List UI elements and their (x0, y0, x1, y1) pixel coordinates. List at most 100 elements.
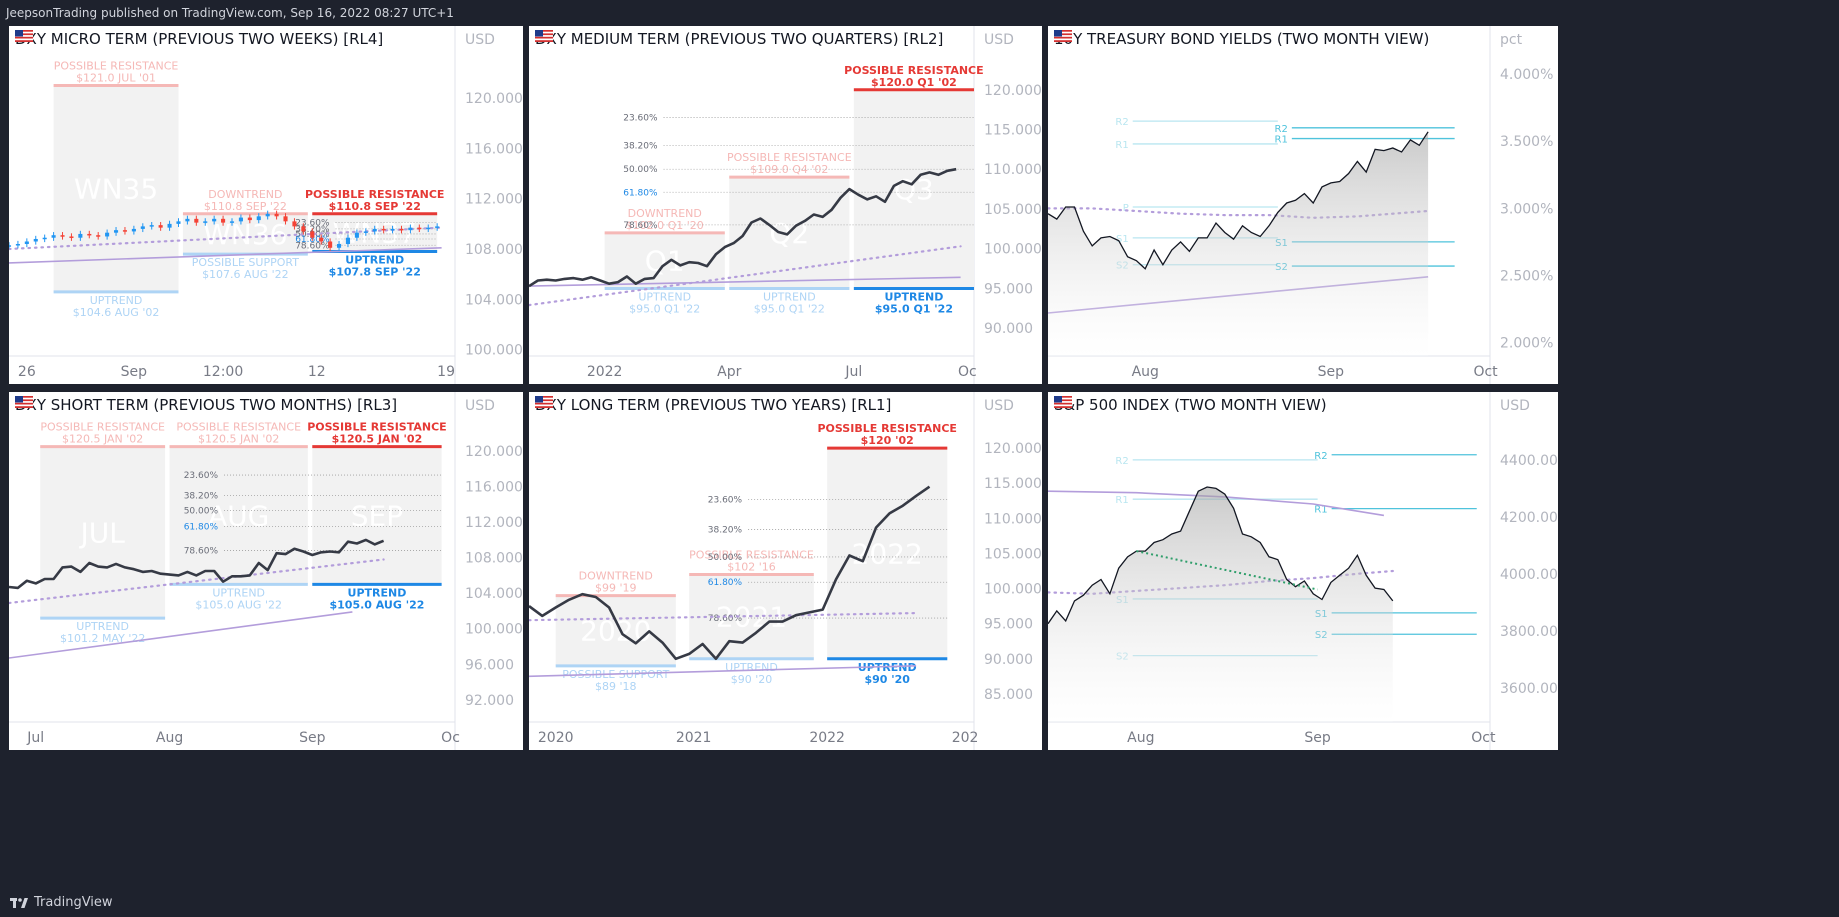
resistance-label: POSSIBLE RESISTANCE (844, 64, 983, 77)
resistance-label: POSSIBLE RESISTANCE (307, 421, 446, 434)
panel-dxy-long-term[interactable]: 120.000 115.000 110.000 105.000 100.000 95.00… (529, 392, 1042, 750)
panel-dxy-medium-term[interactable]: 120.000 115.000 110.000 105.000 100.000 95.00… (529, 26, 1042, 384)
y-tick-label: 100.000 (984, 242, 1042, 258)
fib-level-label: 61.80% (623, 188, 658, 198)
x-tick-label: Aug (1127, 730, 1154, 746)
pivot-level-label: R1 (1115, 495, 1128, 506)
moving-average-line (529, 665, 917, 678)
candle-body (274, 213, 279, 217)
y-tick-label: 112.000 (465, 192, 523, 208)
candle-body (194, 218, 199, 223)
candle-body (283, 216, 288, 222)
x-tick-label: Aug (1132, 364, 1159, 380)
chart-title: 10Y TREASURY BOND YIELDS (TWO MONTH VIEW… (1054, 30, 1429, 48)
x-tick-label: 2020 (538, 730, 574, 746)
panel-sp500-index[interactable]: 4400.00 4200.00 4000.00 3800.00 3600.00 Aug Se… (1048, 392, 1558, 750)
support-label: UPTREND (638, 290, 691, 303)
x-tick-label: 12:00 (203, 364, 243, 380)
support-value-label: $101.2 MAY '22 (60, 632, 145, 645)
candle-body (42, 237, 47, 240)
pivot-level-label: R2 (1115, 117, 1128, 128)
y-tick-label: 120.000 (984, 83, 1042, 99)
y-tick-label: 4000.00 (1500, 567, 1558, 583)
chart-title: DXY SHORT TERM (PREVIOUS TWO MONTHS) [RL… (15, 396, 397, 414)
fib-level-label: 50.00% (708, 553, 743, 563)
chart-title-text: S&P 500 INDEX (TWO MONTH VIEW) (1054, 396, 1327, 414)
y-tick-label: 2.000% (1500, 336, 1553, 352)
x-tick-label: Oct (1471, 730, 1496, 746)
support-value-label: $105.0 AUG '22 (329, 598, 424, 611)
candle-body (310, 231, 315, 238)
resistance-value-label: $110.8 SEP '22 (204, 200, 287, 213)
zone-watermark-label: SEP (351, 499, 403, 532)
candle-body (229, 221, 235, 223)
support-value-label: $90 '20 (731, 673, 773, 686)
pivot-level-label: R2 (1115, 456, 1128, 467)
x-tick-label: Jul (844, 364, 862, 380)
resistance-label: POSSIBLE RESISTANCE (54, 59, 179, 72)
resistance-label: DOWNTREND (579, 570, 653, 583)
y-tick-label: 3.500% (1500, 134, 1553, 150)
candle-body (87, 233, 92, 236)
x-tick-label: Sep (1304, 730, 1331, 746)
x-tick-label: 2022 (587, 364, 623, 380)
resistance-label: POSSIBLE RESISTANCE (176, 421, 301, 434)
candle-body (381, 228, 386, 231)
candle-body (372, 228, 377, 232)
y-tick-label: 105.000 (984, 202, 1042, 218)
chart-svg: 120.000 115.000 110.000 105.000 100.000 95.00… (529, 392, 1042, 750)
support-value-label: $95.0 Q1 '22 (875, 302, 953, 315)
x-tick-label: 12 (308, 364, 326, 380)
price-unit-label: USD (984, 398, 1014, 414)
tradingview-logo-icon[interactable] (10, 897, 28, 909)
candle-body (167, 223, 172, 228)
y-tick-label: 100.000 (465, 622, 523, 638)
pivot-level-label: R2 (1314, 451, 1327, 462)
y-tick-label: 112.000 (465, 515, 523, 531)
pivot-level-label: S1 (1116, 234, 1129, 245)
resistance-label: DOWNTREND (628, 207, 702, 220)
price-unit-label: USD (465, 32, 495, 48)
zone-watermark-label: AUG (208, 499, 269, 532)
area-fill (1048, 131, 1429, 356)
period-zone (40, 446, 166, 619)
panel-treasury-yields[interactable]: 4.000% 3.500% 3.000% 2.500% 2.000% Aug Sep Oct R… (1048, 26, 1558, 384)
pivot-level-label: R1 (1275, 135, 1288, 146)
period-zone (312, 446, 442, 585)
x-tick-label: Oct (1473, 364, 1498, 380)
chart-svg: 4400.00 4200.00 4000.00 3800.00 3600.00 Aug Se… (1048, 392, 1558, 750)
support-label: UPTREND (76, 620, 129, 633)
y-tick-label: 100.000 (984, 582, 1042, 598)
y-tick-label: 115.000 (984, 476, 1042, 492)
chart-svg: 4.000% 3.500% 3.000% 2.500% 2.000% Aug Sep Oct R… (1048, 26, 1553, 384)
footer-brand[interactable]: TradingView (34, 895, 113, 910)
fib-level-label: 61.80% (708, 578, 743, 588)
y-tick-label: 4200.00 (1500, 510, 1558, 526)
panel-dxy-short-term[interactable]: 120.000 116.000 112.000 108.000 104.000 100.0… (9, 392, 523, 750)
candle-body (96, 235, 101, 237)
candle-body (33, 238, 38, 242)
moving-average-dotted-line (9, 558, 385, 605)
y-tick-label: 85.000 (984, 687, 1033, 703)
support-value-label: $107.8 SEP '22 (329, 266, 421, 279)
y-tick-label: 116.000 (465, 480, 523, 496)
publisher-bar: JeepsonTrading published on TradingView.… (0, 0, 1839, 26)
panel-dxy-micro-term[interactable]: 120.000 116.000 112.000 108.000 104.000 100.0… (9, 26, 523, 384)
fib-level-label: 78.60% (623, 221, 658, 231)
resistance-label: POSSIBLE RESISTANCE (305, 188, 444, 201)
resistance-label: POSSIBLE RESISTANCE (817, 422, 956, 435)
candle-body (105, 232, 110, 237)
resistance-value-label: $121.0 JUL '01 (76, 71, 156, 84)
y-tick-label: 116.000 (465, 141, 523, 157)
support-value-label: $90 '20 (864, 673, 910, 686)
us-flag-icon (15, 396, 33, 408)
y-tick-label: 120.000 (465, 444, 523, 460)
pivot-level-label: P (1123, 203, 1129, 214)
resistance-value-label: $109.0 Q4 '02 (750, 163, 828, 176)
zone-watermark-label: 2022 (852, 537, 923, 570)
moving-average-line (529, 276, 961, 287)
candle-body (221, 218, 226, 223)
candle-body (390, 228, 395, 231)
fib-level-label: 78.60% (708, 614, 743, 624)
price-unit-label: pct (1500, 32, 1523, 48)
